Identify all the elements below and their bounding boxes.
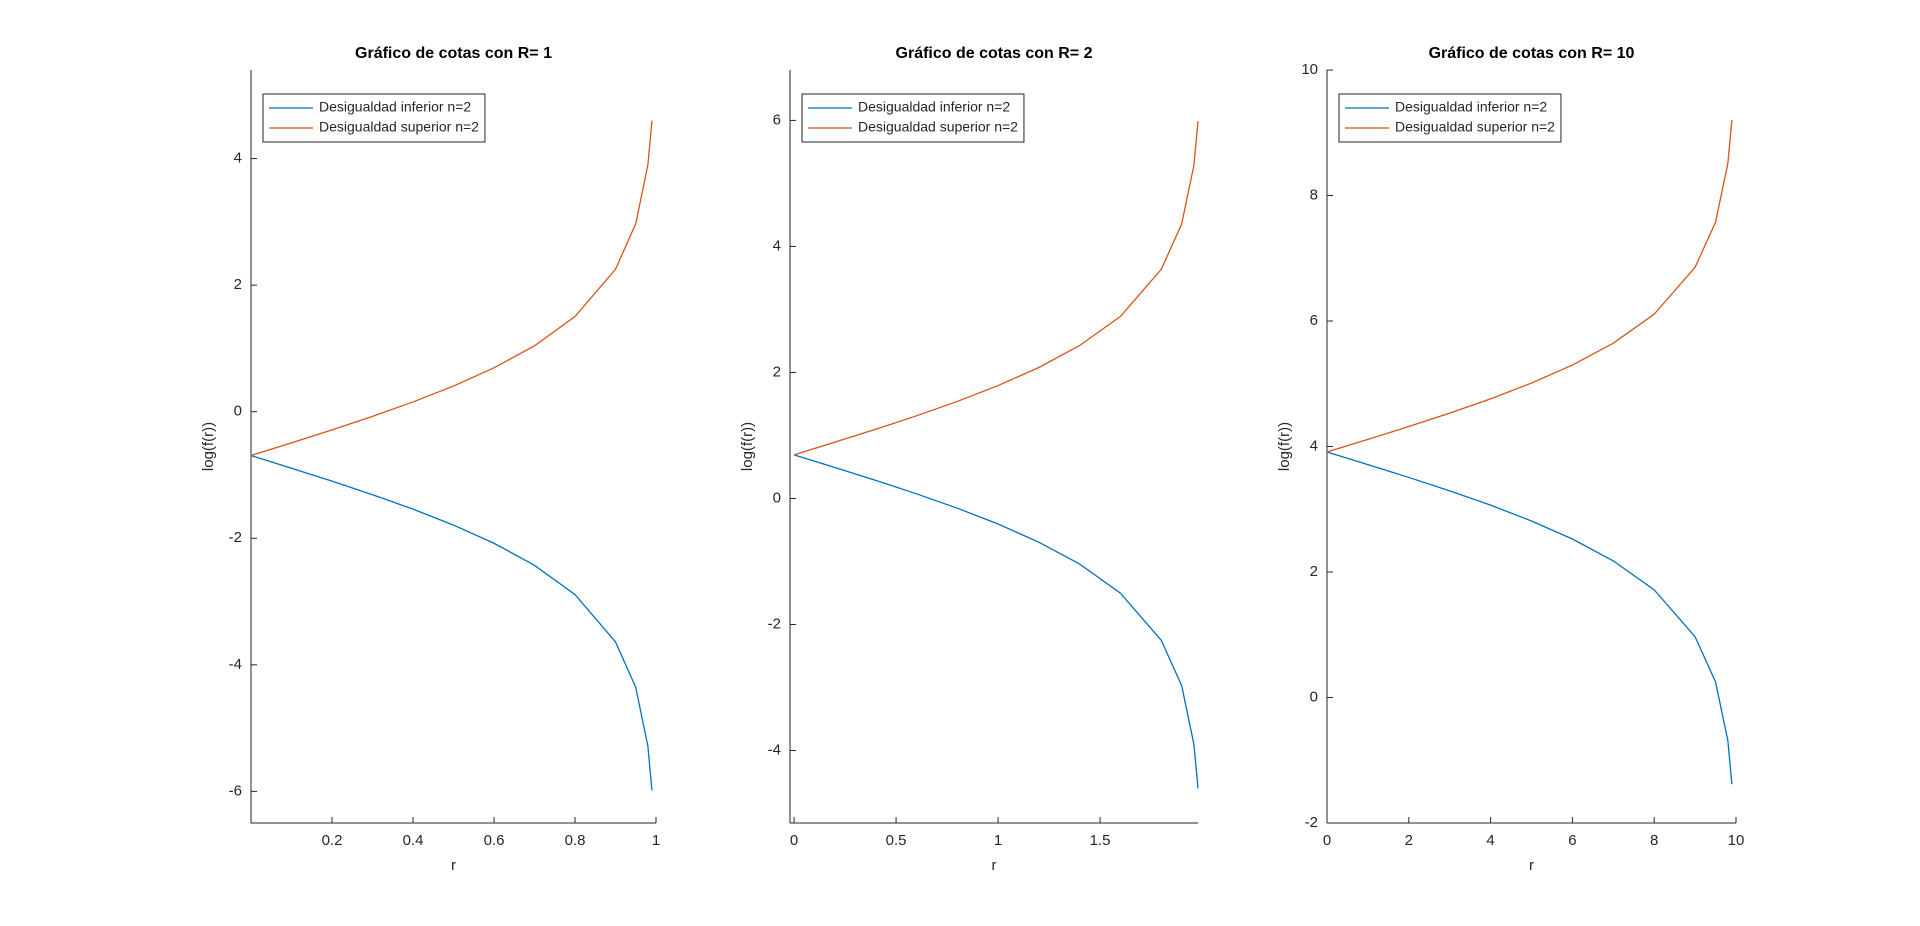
- y-tick-label: 8: [1310, 186, 1318, 203]
- legend-label: Desigualdad superior n=2: [858, 119, 1018, 135]
- legend-label: Desigualdad inferior n=2: [858, 99, 1010, 115]
- chart-title: Gráfico de cotas con R= 2: [896, 45, 1093, 62]
- y-tick-label: 0: [1310, 688, 1318, 705]
- y-tick-label: 2: [234, 276, 242, 293]
- x-tick-label: 0.6: [484, 832, 505, 849]
- x-tick-label: 1.5: [1090, 832, 1111, 849]
- legend-label: Desigualdad inferior n=2: [1395, 99, 1547, 115]
- y-tick-label: 2: [1310, 563, 1318, 580]
- y-tick-label: -4: [229, 656, 242, 673]
- series-line: [1326, 119, 1733, 453]
- x-tick-label: 0: [1323, 832, 1331, 849]
- y-tick-label: 4: [773, 237, 781, 254]
- x-tick-label: 0.8: [565, 832, 586, 849]
- y-tick-label: -2: [1305, 814, 1318, 831]
- y-tick-label: 2: [773, 363, 781, 380]
- x-axis-label: r: [992, 857, 997, 874]
- chart-title: Gráfico de cotas con R= 1: [355, 45, 552, 62]
- legend: Desigualdad inferior n=2 Desigualdad supe…: [262, 93, 486, 143]
- x-tick-label: 1: [994, 832, 1002, 849]
- legend-box: [801, 93, 1025, 143]
- legend: Desigualdad inferior n=2 Desigualdad supe…: [1338, 93, 1562, 143]
- series-line: [1326, 451, 1733, 785]
- legend-box: [1338, 93, 1562, 143]
- x-tick-label: 0: [790, 832, 798, 849]
- y-tick-label: 10: [1301, 61, 1318, 78]
- y-tick-label: 4: [234, 150, 242, 167]
- chart-title: Gráfico de cotas con R= 10: [1429, 45, 1635, 62]
- y-tick-label: -2: [229, 529, 242, 546]
- y-axis-label: log(f(r)): [200, 422, 217, 471]
- y-tick-label: 0: [773, 489, 781, 506]
- legend-label: Desigualdad inferior n=2: [319, 99, 471, 115]
- x-tick-label: 0.5: [886, 832, 907, 849]
- series-line: [250, 120, 653, 457]
- x-tick-label: 6: [1568, 832, 1576, 849]
- subplot: Gráfico de cotas con R= 10 0 2 4 6 8 10 -2 0 2 4 6 8…: [1276, 45, 1744, 874]
- x-axis-label: r: [1529, 857, 1534, 874]
- subplot: Gráfico de cotas con R= 2 0 0.5 1 1.5 -4 -2 0 2 4…: [739, 45, 1199, 874]
- x-tick-label: 10: [1728, 832, 1745, 849]
- x-tick-label: 8: [1650, 832, 1658, 849]
- legend-label: Desigualdad superior n=2: [1395, 119, 1555, 135]
- series-line: [793, 121, 1199, 456]
- y-tick-label: 0: [234, 403, 242, 420]
- x-tick-label: 0.4: [403, 832, 424, 849]
- legend-box: [262, 93, 486, 143]
- x-tick-label: 1: [652, 832, 660, 849]
- y-tick-label: -6: [229, 782, 242, 799]
- y-tick-label: -4: [768, 742, 781, 759]
- y-axis-label: log(f(r)): [739, 422, 756, 471]
- y-tick-label: 4: [1310, 437, 1318, 454]
- legend: Desigualdad inferior n=2 Desigualdad supe…: [801, 93, 1025, 143]
- x-tick-label: 0.2: [322, 832, 343, 849]
- x-tick-label: 4: [1486, 832, 1494, 849]
- x-tick-label: 2: [1405, 832, 1413, 849]
- series-line: [250, 454, 653, 791]
- y-tick-label: -2: [768, 615, 781, 632]
- x-axis-label: r: [451, 857, 456, 874]
- y-axis-label: log(f(r)): [1276, 422, 1293, 471]
- y-tick-label: 6: [1310, 312, 1318, 329]
- series-line: [793, 454, 1199, 789]
- y-tick-label: 6: [773, 111, 781, 128]
- legend-label: Desigualdad superior n=2: [319, 119, 479, 135]
- subplot: Gráfico de cotas con R= 1 0.2 0.4 0.6 0.8 1 -6…: [200, 45, 660, 874]
